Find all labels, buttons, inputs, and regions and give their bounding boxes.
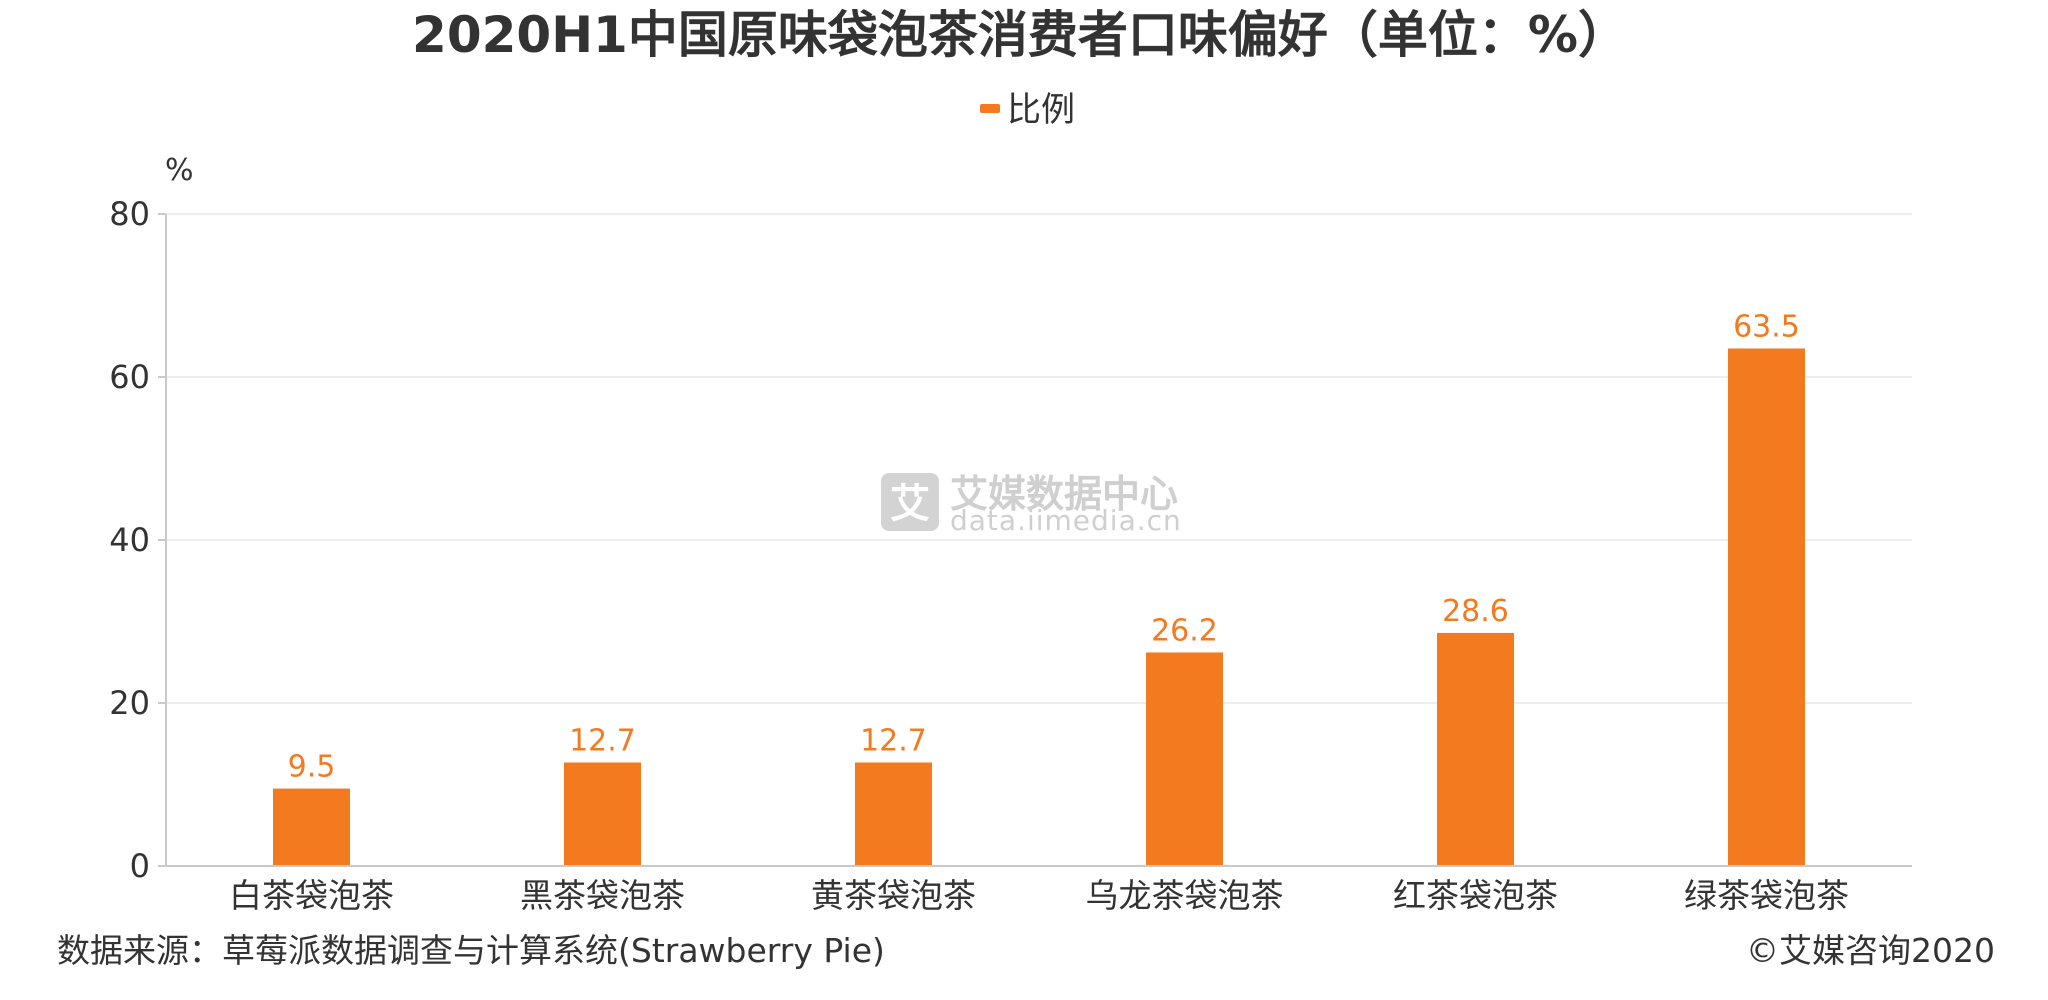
watermark-logo-icon — [881, 473, 939, 531]
legend: 比例 — [980, 90, 1075, 130]
bar — [273, 788, 350, 866]
x-tick-label: 黄茶袋泡茶 — [811, 876, 976, 915]
watermark-name: 艾媒数据中心 — [950, 472, 1178, 516]
y-axis-unit: % — [165, 153, 194, 188]
chart-title: 2020H1中国原味袋泡茶消费者口味偏好（单位：%） — [412, 6, 1628, 64]
data-label: 9.5 — [288, 750, 336, 785]
data-source: 数据来源：草莓派数据调查与计算系统(Strawberry Pie) — [57, 931, 885, 970]
x-tick-label: 红茶袋泡茶 — [1393, 876, 1558, 915]
y-tick-label: 40 — [109, 521, 150, 559]
x-tick-label: 黑茶袋泡茶 — [520, 876, 685, 915]
watermark: 艾 艾媒数据中心 data.iimedia.cn — [881, 472, 1182, 537]
y-tick-label: 0 — [130, 847, 150, 885]
copyright: ©艾媒咨询2020 — [1746, 931, 1995, 970]
bar — [1728, 348, 1805, 867]
watermark-url: data.iimedia.cn — [950, 504, 1182, 537]
bar — [1146, 652, 1223, 866]
gridlines — [166, 213, 1912, 704]
bar — [564, 762, 641, 866]
x-tick-label: 乌龙茶袋泡茶 — [1086, 876, 1284, 915]
y-tick-label: 20 — [109, 684, 150, 722]
x-tick-label: 白茶袋泡茶 — [229, 876, 394, 915]
legend-swatch — [980, 104, 1000, 113]
axes: 0 20 40 60 80 白茶袋泡茶 黑茶袋泡茶 黄茶袋泡茶 乌龙茶袋泡茶 红茶袋泡茶 绿茶袋泡茶 — [109, 195, 1912, 915]
bar — [1437, 632, 1514, 866]
x-tick-label: 绿茶袋泡茶 — [1684, 876, 1849, 915]
data-label: 12.7 — [569, 723, 636, 758]
y-tick-label: 60 — [109, 358, 150, 396]
y-tick-label: 80 — [109, 195, 150, 233]
data-label: 28.6 — [1442, 594, 1509, 629]
data-label: 63.5 — [1733, 309, 1800, 344]
bars: 9.5 12.7 12.7 26.2 28.6 63.5 — [273, 309, 1805, 867]
watermark-logo-char: 艾 — [890, 481, 930, 527]
legend-label: 比例 — [1007, 90, 1075, 130]
data-label: 26.2 — [1151, 613, 1218, 648]
data-label: 12.7 — [860, 723, 927, 758]
bar — [855, 762, 932, 866]
